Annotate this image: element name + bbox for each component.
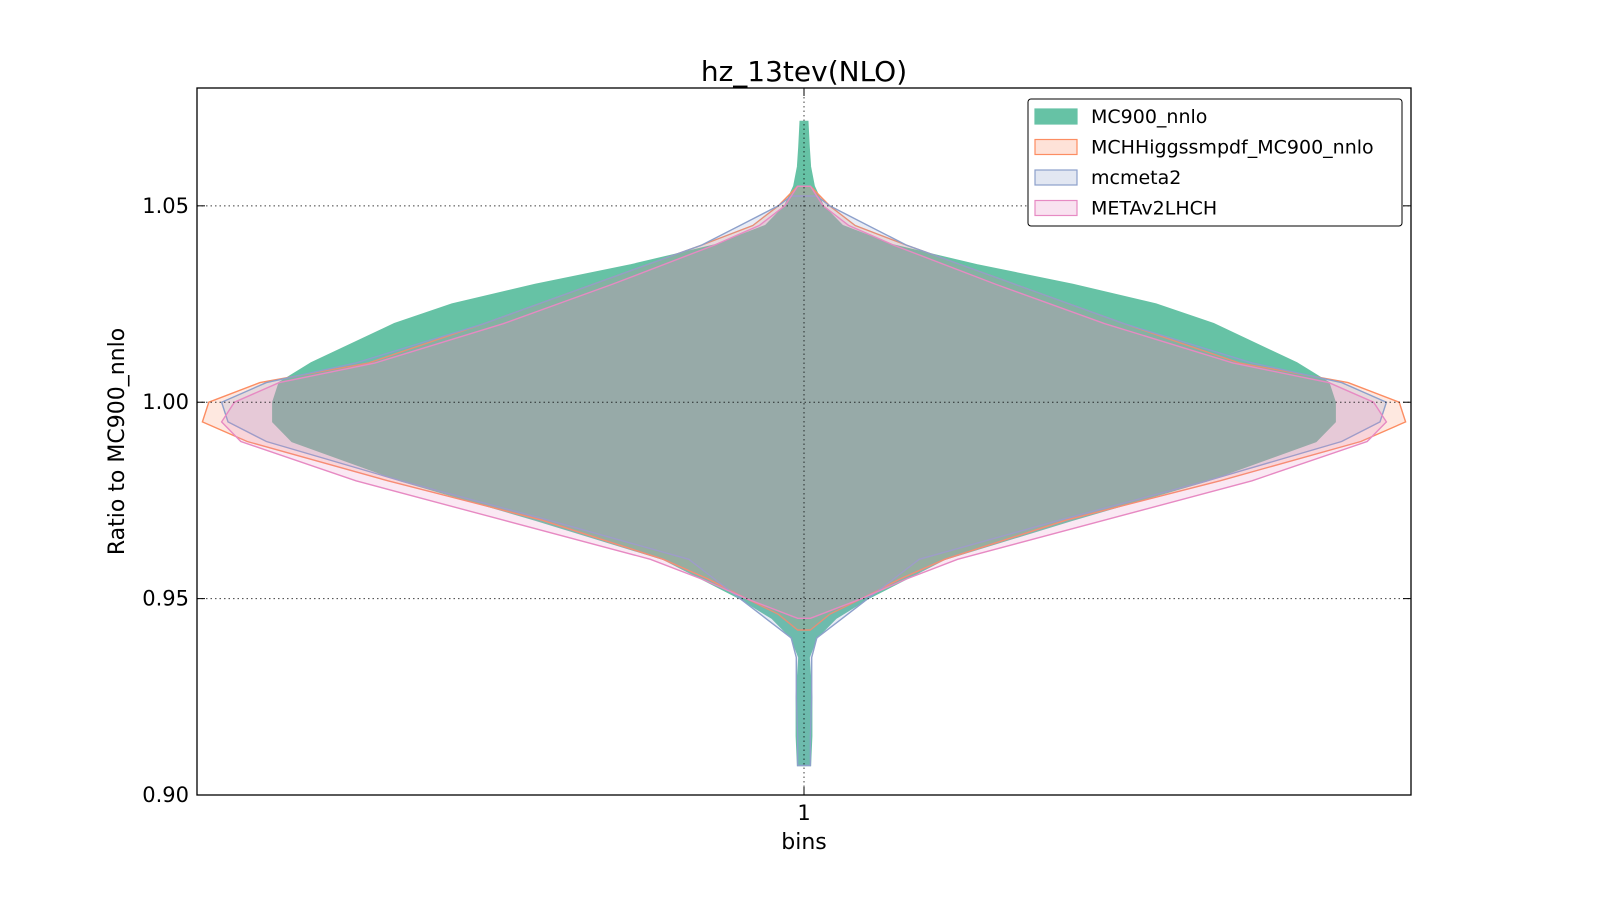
legend-label: METAv2LHCH (1091, 198, 1217, 220)
legend-label: mcmeta2 (1091, 167, 1181, 189)
x-tick-label: 1 (797, 801, 810, 825)
legend-swatch (1034, 199, 1078, 217)
x-axis-label: bins (781, 830, 826, 855)
legend-label: MCHHiggssmpdf_MC900_nnlo (1091, 137, 1374, 159)
legend: MC900_nnlo MCHHiggssmpdf_MC900_nnlomcmeta… (1027, 98, 1403, 227)
legend-box (1027, 98, 1403, 227)
ticks-layer: 0.90 0.95 1.00 1.05 1 (142, 88, 1411, 825)
violin-metav2lhch (220, 185, 1388, 619)
chart-title: hz_13tev(NLO) (701, 55, 907, 88)
y-axis-label: Ratio to MC900_nnlo (105, 328, 130, 555)
legend-swatch (1034, 138, 1078, 156)
y-tick-label: 1.00 (142, 390, 189, 414)
legend-swatch (1034, 108, 1078, 125)
legend-swatch (1034, 169, 1078, 186)
grid-layer (197, 88, 1411, 796)
legend-label: MC900_nnlo (1091, 106, 1207, 128)
violin-mc900-nnlo (272, 120, 1336, 767)
y-tick-label: 0.95 (142, 587, 189, 611)
y-tick-label: 1.05 (142, 194, 189, 218)
y-tick-label: 0.90 (142, 783, 189, 807)
